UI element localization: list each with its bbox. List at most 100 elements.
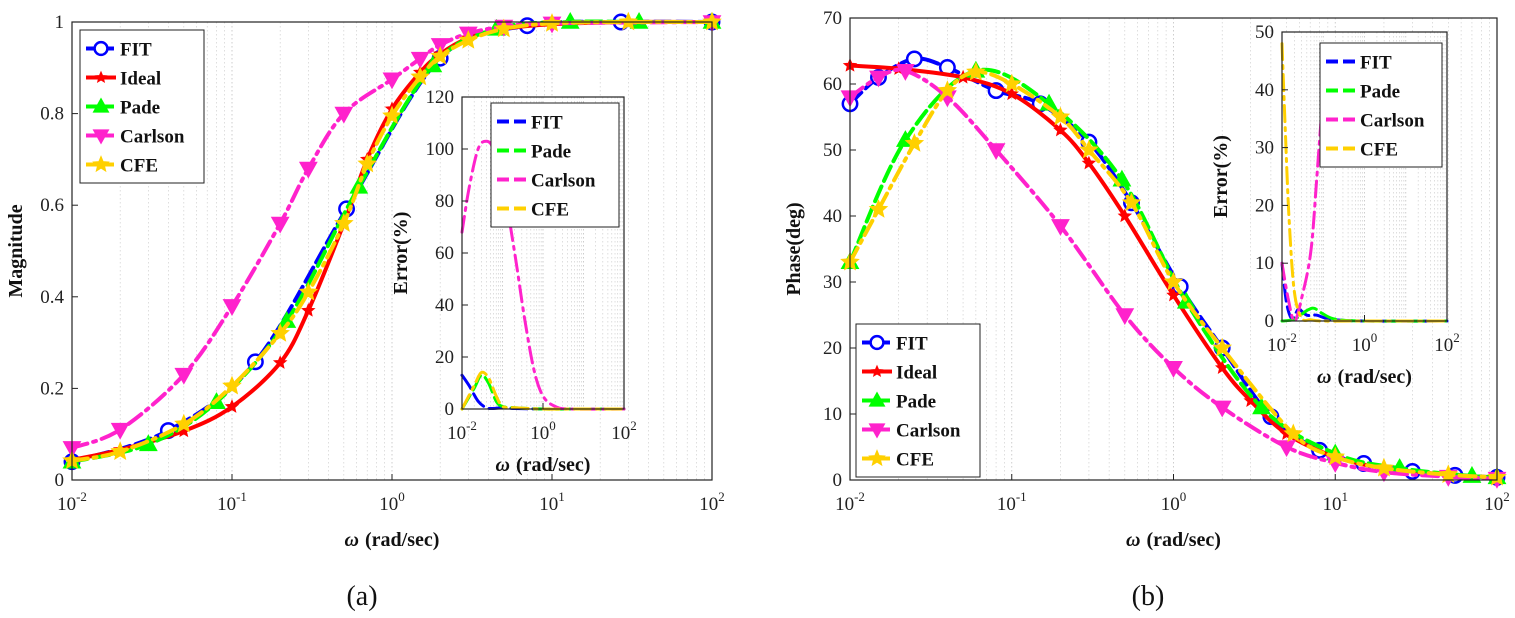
chart-b-xlabel-symbol: ω	[1126, 529, 1140, 551]
chart-a-legend-marker-pade	[92, 97, 110, 113]
chart-a-series-carlson-point	[110, 422, 130, 440]
chart-a-series-cfe-point	[298, 281, 319, 301]
chart-a-inset-ytick-label: 100	[426, 139, 455, 160]
chart-b-xtick-label-exp: 1	[1342, 489, 1349, 504]
chart-a-inset-xtick-label-base: 10	[530, 423, 549, 444]
chart-a-xlabel-text: (rad/sec)	[365, 529, 439, 551]
chart-a-series-cfe-point	[334, 213, 354, 232]
chart-a-xtick-label-exp: -1	[236, 489, 247, 504]
chart-b-xtick-label-base: 10	[1484, 494, 1503, 515]
chart-b-inset-xlabel-text: (rad/sec)	[1338, 366, 1412, 388]
chart-a-legend: FIT Ideal Pade Carlson CFE	[79, 29, 205, 184]
chart-a-series-ideal-point	[272, 355, 288, 369]
caption-b: (b)	[1132, 581, 1165, 612]
caption-a: (a)	[346, 581, 377, 612]
chart-a-inset-ytick-label: 120	[426, 87, 455, 108]
chart-b-series-cfe-line	[848, 69, 1499, 480]
chart-a-series-carlson-point	[334, 106, 354, 124]
chart-b-series-cfe-point	[1050, 106, 1071, 126]
chart-a-inset-ytick-label: 40	[435, 295, 454, 316]
chart-a-legend-label-cfe: CFE	[120, 156, 158, 177]
chart-b-inset-xtick-label-exp: 2	[1453, 330, 1460, 345]
chart-b-inset-xtick-label: 10-2	[1267, 330, 1297, 356]
chart-a-series-cfe-line	[70, 19, 714, 463]
chart-b-series-cfe-point	[1283, 423, 1304, 443]
chart-b-inset-xtick-label: 100	[1352, 330, 1378, 356]
chart-b-inset-ytick-label: 0	[1265, 311, 1275, 332]
chart-a-xtick-label-base: 10	[57, 494, 76, 515]
chart-a-inset-legend-label-fit: FIT	[531, 113, 563, 134]
chart-a-series-cfe-point	[618, 11, 639, 31]
chart-b-series-carlson-point	[1115, 308, 1135, 326]
chart-b-inset-legend-box	[1319, 42, 1443, 168]
chart-b-series-carlson-point	[986, 143, 1006, 161]
chart-b-xlabel: ω (rad/sec)	[1126, 529, 1221, 551]
chart-b-series-cfe-point	[1079, 139, 1099, 159]
chart-a-legend-label-fit: FIT	[120, 40, 152, 61]
chart-b-ytick-label: 70	[823, 8, 842, 29]
chart-b-ytick-label: 50	[823, 140, 842, 161]
chart-a-inset-xlabel-symbol: ω	[496, 454, 510, 476]
chart-a-series-cfe-point	[222, 375, 242, 395]
chart-a-series-cfe-point	[382, 105, 402, 125]
chart-b-xtick-label-exp: -2	[854, 489, 865, 504]
chart-b-xtick-label: 100	[1161, 489, 1187, 515]
chart-b-xtick-label-exp: 2	[1503, 489, 1510, 504]
chart-b-legend-label-fit: FIT	[896, 334, 928, 355]
chart-b-inset-xtick-label-base: 10	[1434, 335, 1453, 356]
chart-a-xtick-label: 10-2	[57, 489, 87, 515]
chart-b-inset-xlabel: ω (rad/sec)	[1317, 366, 1412, 388]
chart-a-legend-label-carlson: Carlson	[120, 127, 185, 148]
chart-b-ytick-label: 30	[823, 272, 842, 293]
chart-a-inset-legend-label-carlson: Carlson	[531, 171, 596, 192]
chart-a-series-cfe-point	[174, 413, 194, 433]
chart-b-series-cfe-point	[937, 80, 958, 99]
chart-b-xtick-label: 101	[1323, 489, 1349, 515]
chart-a-inset-series-carlson-line	[460, 139, 626, 411]
chart-a-xtick-label: 10-1	[217, 489, 247, 515]
chart-a-xlabel-symbol: ω	[345, 529, 359, 551]
chart-b-legend-marker-carlson	[868, 423, 886, 439]
chart-a-inset-ylabel: Error(%)	[390, 212, 412, 295]
chart-a-ylabel: Magnitude	[5, 204, 27, 297]
chart-b-series-cfe-point	[1163, 271, 1184, 291]
chart-a-ytick-label: 0.2	[40, 378, 64, 399]
chart-b-legend-marker-cfe	[868, 449, 886, 467]
chart-a-ytick-label: 0.8	[40, 104, 64, 125]
chart-b-xtick-label-base: 10	[835, 494, 854, 515]
chart-b-series-cfe-point	[868, 199, 889, 218]
chart-a-inset-xtick-label-base: 10	[447, 423, 466, 444]
chart-b-inset-ytick-label: 40	[1255, 80, 1274, 101]
chart-a-xlabel: ω (rad/sec)	[345, 529, 440, 551]
chart-b-inset-legend-label-carlson: Carlson	[1360, 111, 1425, 132]
chart-a-xtick-label-base: 10	[379, 494, 398, 515]
chart-b-inset-xtick-label-base: 10	[1267, 335, 1286, 356]
chart-a-legend-marker-cfe	[92, 155, 110, 173]
chart-b-series-cfe-point	[1374, 457, 1394, 477]
chart-b-xtick-label: 10-2	[835, 489, 865, 515]
chart-b-series-cfe-point	[904, 133, 925, 152]
chart-b-inset-legend-label-fit: FIT	[1360, 53, 1392, 74]
chart-a-xtick-label-base: 10	[217, 494, 236, 515]
chart-b-series-carlson-line	[848, 67, 1499, 481]
chart-a-inset-xtick-label-exp: -2	[466, 418, 477, 433]
chart-b-ylabel: Phase(deg)	[783, 202, 805, 295]
chart-b-xtick-label-base: 10	[1323, 494, 1342, 515]
chart-a-series-carlson-point	[298, 161, 318, 179]
chart-b-series-cfe-point	[1212, 337, 1233, 357]
chart-b-legend-label-pade: Pade	[896, 392, 936, 413]
chart-a-inset-xtick-label: 100	[530, 418, 556, 444]
chart-a-xtick-label: 101	[539, 489, 565, 515]
chart-b-inset-xtick-label-exp: -2	[1286, 330, 1297, 345]
chart-a-ytick-label: 0.6	[40, 195, 64, 216]
chart-a-legend-label-pade: Pade	[120, 98, 160, 119]
chart-b-legend-label-cfe: CFE	[896, 450, 934, 471]
chart-a-series-cfe-point	[458, 29, 479, 49]
chart-a-xtick-label-exp: 0	[398, 489, 405, 504]
chart-b-legend-marker-ideal	[870, 364, 884, 378]
chart-a-inset-xtick-label-exp: 2	[630, 418, 637, 433]
chart-a-ytick-label: 0.4	[40, 287, 64, 308]
chart-a-series-carlson-point	[174, 367, 194, 385]
chart-b-series-cfe-point	[1325, 446, 1346, 466]
